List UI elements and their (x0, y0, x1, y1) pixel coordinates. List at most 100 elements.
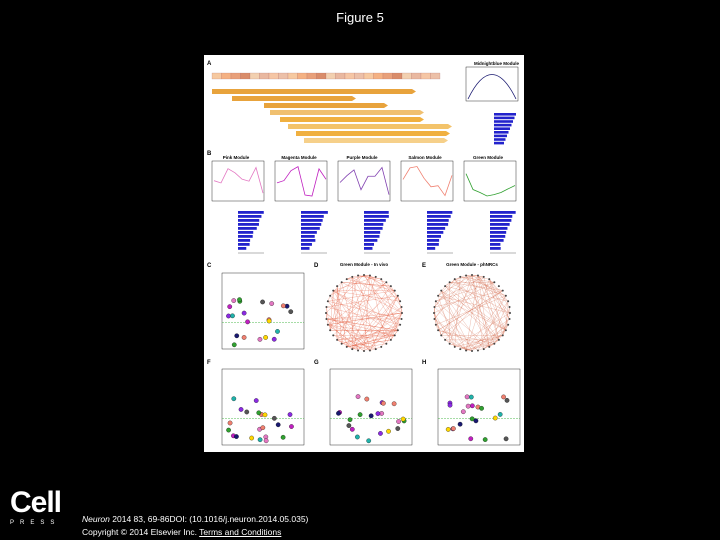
network-node (493, 342, 496, 345)
network-node (325, 306, 328, 309)
slide-title: Figure 5 (336, 10, 384, 25)
timeline-cell (230, 72, 241, 80)
module-bar (364, 243, 375, 246)
module-bar (364, 211, 389, 214)
scatter-point (386, 428, 391, 434)
module-bar (490, 235, 506, 238)
network-edge (336, 286, 347, 347)
network-node (357, 274, 360, 277)
module-plot-frame (337, 160, 391, 202)
network-edge (454, 279, 506, 331)
scatter-point (468, 436, 474, 442)
timeline-arrow (296, 131, 450, 136)
network-node (434, 323, 437, 326)
network-edge (434, 276, 461, 308)
scatter-point (482, 437, 488, 442)
timeline-cell (316, 72, 327, 80)
network-node (440, 334, 443, 337)
network-edge (471, 274, 509, 302)
scatter-point (473, 418, 479, 424)
citation-line: Neuron 2014 83, 69-86DOI: (10.1016/j.neu… (82, 513, 308, 526)
scatter-point (249, 435, 254, 441)
module-bar (301, 235, 315, 238)
network-node (497, 285, 500, 288)
module-bar (490, 227, 508, 230)
network-edge (327, 290, 395, 302)
network-node (389, 285, 392, 288)
module-bar (364, 223, 384, 226)
network-edge (363, 324, 401, 352)
timeline-cell (306, 72, 317, 80)
network-node (400, 306, 403, 309)
module-bar (427, 215, 451, 218)
panel-letter: G (314, 360, 319, 366)
panel-letter: C (207, 263, 212, 269)
module-bar (427, 247, 436, 250)
network-edge (381, 312, 403, 347)
network-edge (441, 290, 467, 351)
network-node (393, 289, 396, 292)
scatter-point (226, 313, 231, 319)
scatter-point (280, 303, 286, 309)
network-edge (449, 282, 511, 314)
network-edge (346, 278, 395, 291)
network-title: Green Module - phNRCs (446, 262, 498, 267)
scatter-point (271, 415, 277, 421)
module-bar (364, 231, 381, 234)
network-node (368, 349, 371, 352)
timeline-cell (411, 72, 422, 80)
network-edge (445, 276, 461, 287)
scatter-point (501, 394, 506, 400)
module-bar (238, 231, 254, 234)
scatter-point (375, 411, 381, 416)
scatter-point (234, 333, 240, 339)
network-node (336, 285, 339, 288)
terms-link[interactable]: Terms and Conditions (199, 527, 282, 537)
network-edge (352, 276, 403, 314)
network-edge (465, 275, 506, 296)
network-edge (381, 279, 399, 331)
panel-letter: H (422, 360, 426, 366)
scatter-point (280, 434, 286, 440)
network-edge (326, 312, 403, 320)
network-edge (449, 282, 503, 291)
network-edge (346, 275, 371, 347)
module-plot-frame (274, 160, 328, 202)
scatter-point (257, 437, 263, 443)
network-edge (369, 295, 398, 351)
network-node (507, 323, 510, 326)
module-bar (301, 223, 322, 226)
module-bar (301, 215, 324, 218)
module-bar (238, 235, 253, 238)
network-edge (435, 282, 495, 302)
scatter-point (287, 412, 293, 417)
network-node (476, 274, 479, 277)
network-edge (352, 276, 391, 340)
network-edge (460, 276, 503, 291)
scatter-point (479, 405, 484, 411)
scatter-point (503, 436, 509, 442)
network-node (351, 348, 354, 351)
network-node (488, 345, 491, 348)
network-node (433, 306, 436, 309)
scatter-point (464, 394, 470, 400)
network-node (444, 338, 447, 341)
network-edge (333, 290, 338, 340)
scatter-point (289, 424, 294, 429)
module-bar (427, 231, 444, 234)
network-node (351, 275, 354, 278)
logo-name: Cell (10, 486, 62, 519)
timeline-cell (211, 72, 222, 80)
network-node (396, 329, 399, 332)
module-bar (427, 227, 446, 230)
network-node (504, 294, 507, 297)
scatter-point (227, 304, 233, 309)
network-node (385, 281, 388, 284)
network-node (453, 278, 456, 281)
module-bar (301, 243, 312, 246)
scatter-point (271, 336, 277, 342)
scatter-point (256, 410, 262, 416)
module-plot-line (465, 173, 516, 197)
network-edge (438, 274, 473, 296)
